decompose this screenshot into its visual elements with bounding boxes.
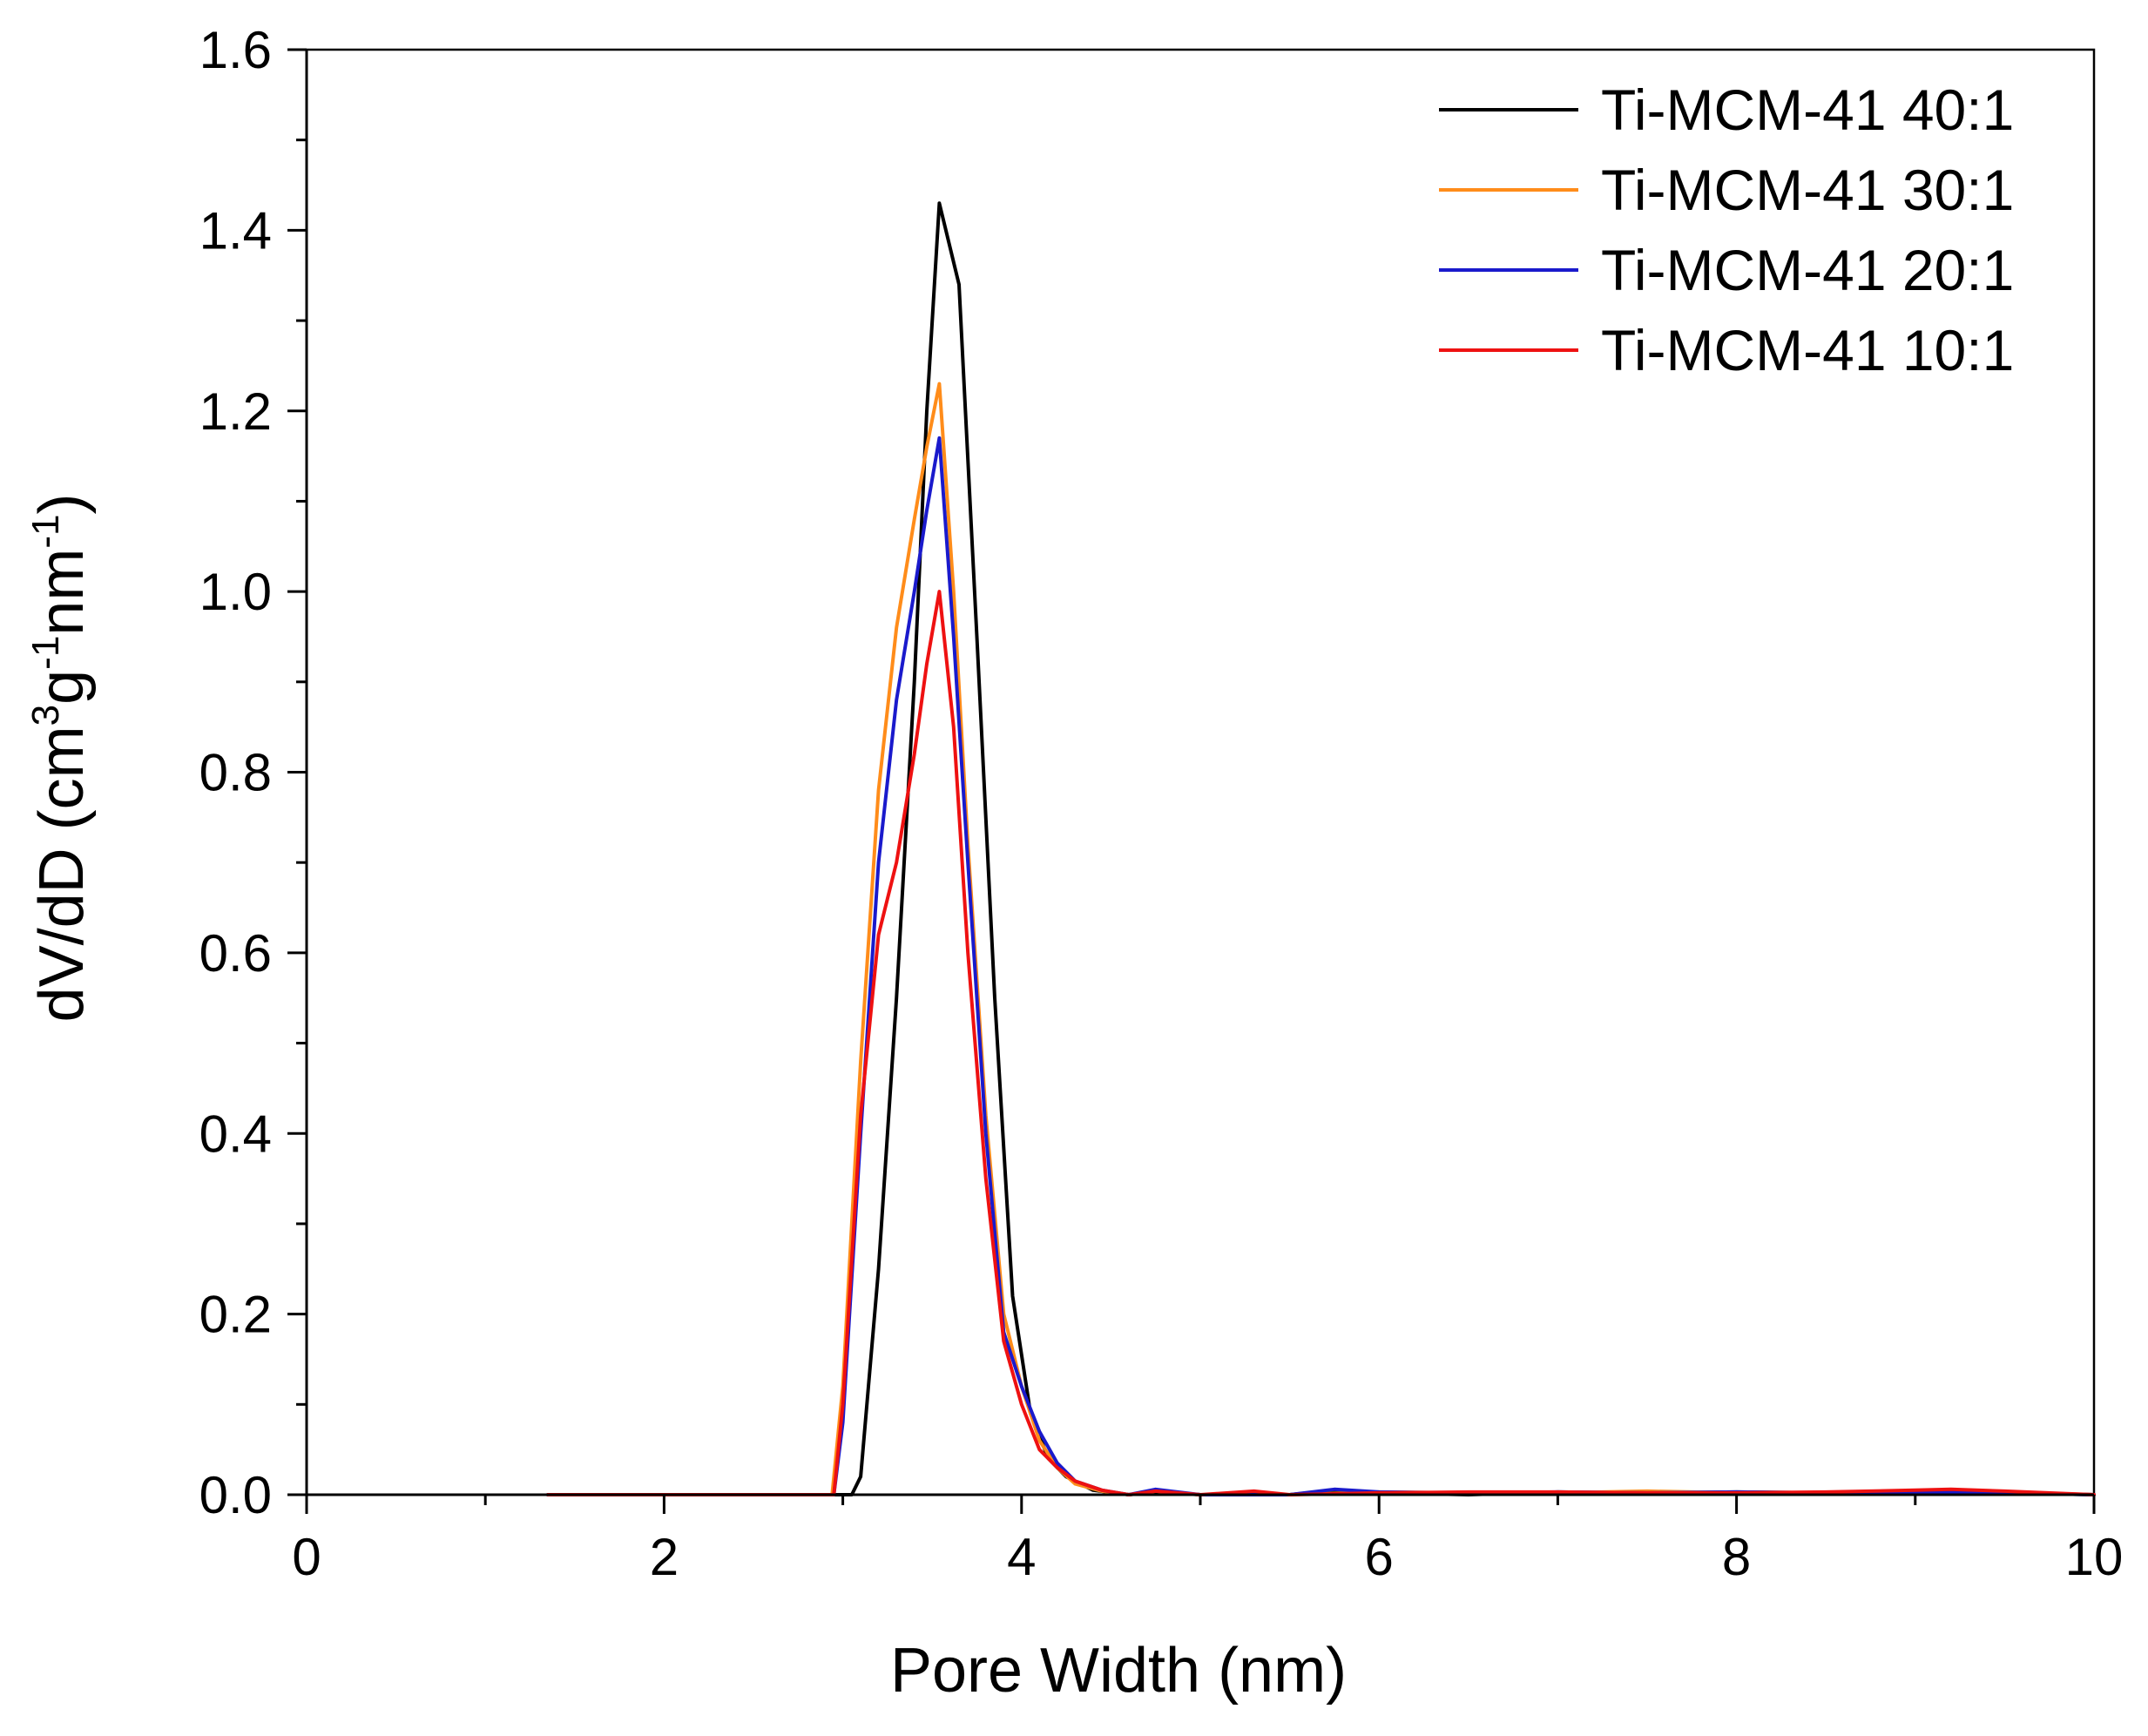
series-line-4 xyxy=(546,590,2096,1496)
y-tick-label: 1.2 xyxy=(199,382,272,441)
y-axis-title-superscript: -1 xyxy=(24,636,67,670)
y-tick-label: 1.6 xyxy=(199,21,272,79)
legend-label-4: Ti-MCM-41 10:1 xyxy=(1601,318,2014,382)
y-axis-title-part: nm xyxy=(27,549,97,636)
x-tick-label: 6 xyxy=(1365,1528,1394,1586)
y-tick-label: 0.6 xyxy=(199,924,272,983)
series-lines xyxy=(546,201,2096,1496)
y-tick-label: 0.0 xyxy=(199,1466,272,1524)
series-line-1 xyxy=(546,201,2096,1496)
x-axis-ticks: 0 2 4 6 8 10 xyxy=(292,1495,2123,1586)
legend-label-2: Ti-MCM-41 30:1 xyxy=(1601,158,2014,222)
y-tick-label: 0.2 xyxy=(199,1286,272,1344)
y-axis-title-superscript: 3 xyxy=(24,705,67,726)
series-line-2 xyxy=(546,382,2096,1496)
legend-label-3: Ti-MCM-41 20:1 xyxy=(1601,238,2014,302)
series-line-3 xyxy=(546,436,2096,1496)
x-tick-label: 10 xyxy=(2065,1528,2124,1586)
y-axis-ticks: 0.0 0.2 0.4 0.6 0.8 1.0 1.2 1.4 1.6 xyxy=(199,21,307,1524)
x-axis-title: Pore Width (nm) xyxy=(890,1636,1347,1706)
y-axis-title-part: g xyxy=(27,670,97,705)
y-tick-label: 1.4 xyxy=(199,201,272,260)
legend: Ti-MCM-41 40:1 Ti-MCM-41 30:1 Ti-MCM-41 20… xyxy=(1439,78,2014,382)
y-tick-label: 1.0 xyxy=(199,563,272,621)
legend-label-1: Ti-MCM-41 40:1 xyxy=(1601,78,2014,142)
x-tick-label: 8 xyxy=(1722,1528,1751,1586)
x-tick-label: 4 xyxy=(1007,1528,1036,1586)
x-tick-label: 0 xyxy=(292,1528,321,1586)
y-axis-title-superscript: -1 xyxy=(24,515,67,549)
y-tick-label: 0.4 xyxy=(199,1104,272,1163)
x-tick-label: 2 xyxy=(650,1528,679,1586)
y-axis-title-part: ) xyxy=(27,494,97,515)
y-tick-label: 0.8 xyxy=(199,744,272,802)
y-axis-title-part: dV/dD (cm xyxy=(27,726,97,1022)
y-axis-title: dV/dD (cm3g-1nm-1) xyxy=(24,494,97,1023)
